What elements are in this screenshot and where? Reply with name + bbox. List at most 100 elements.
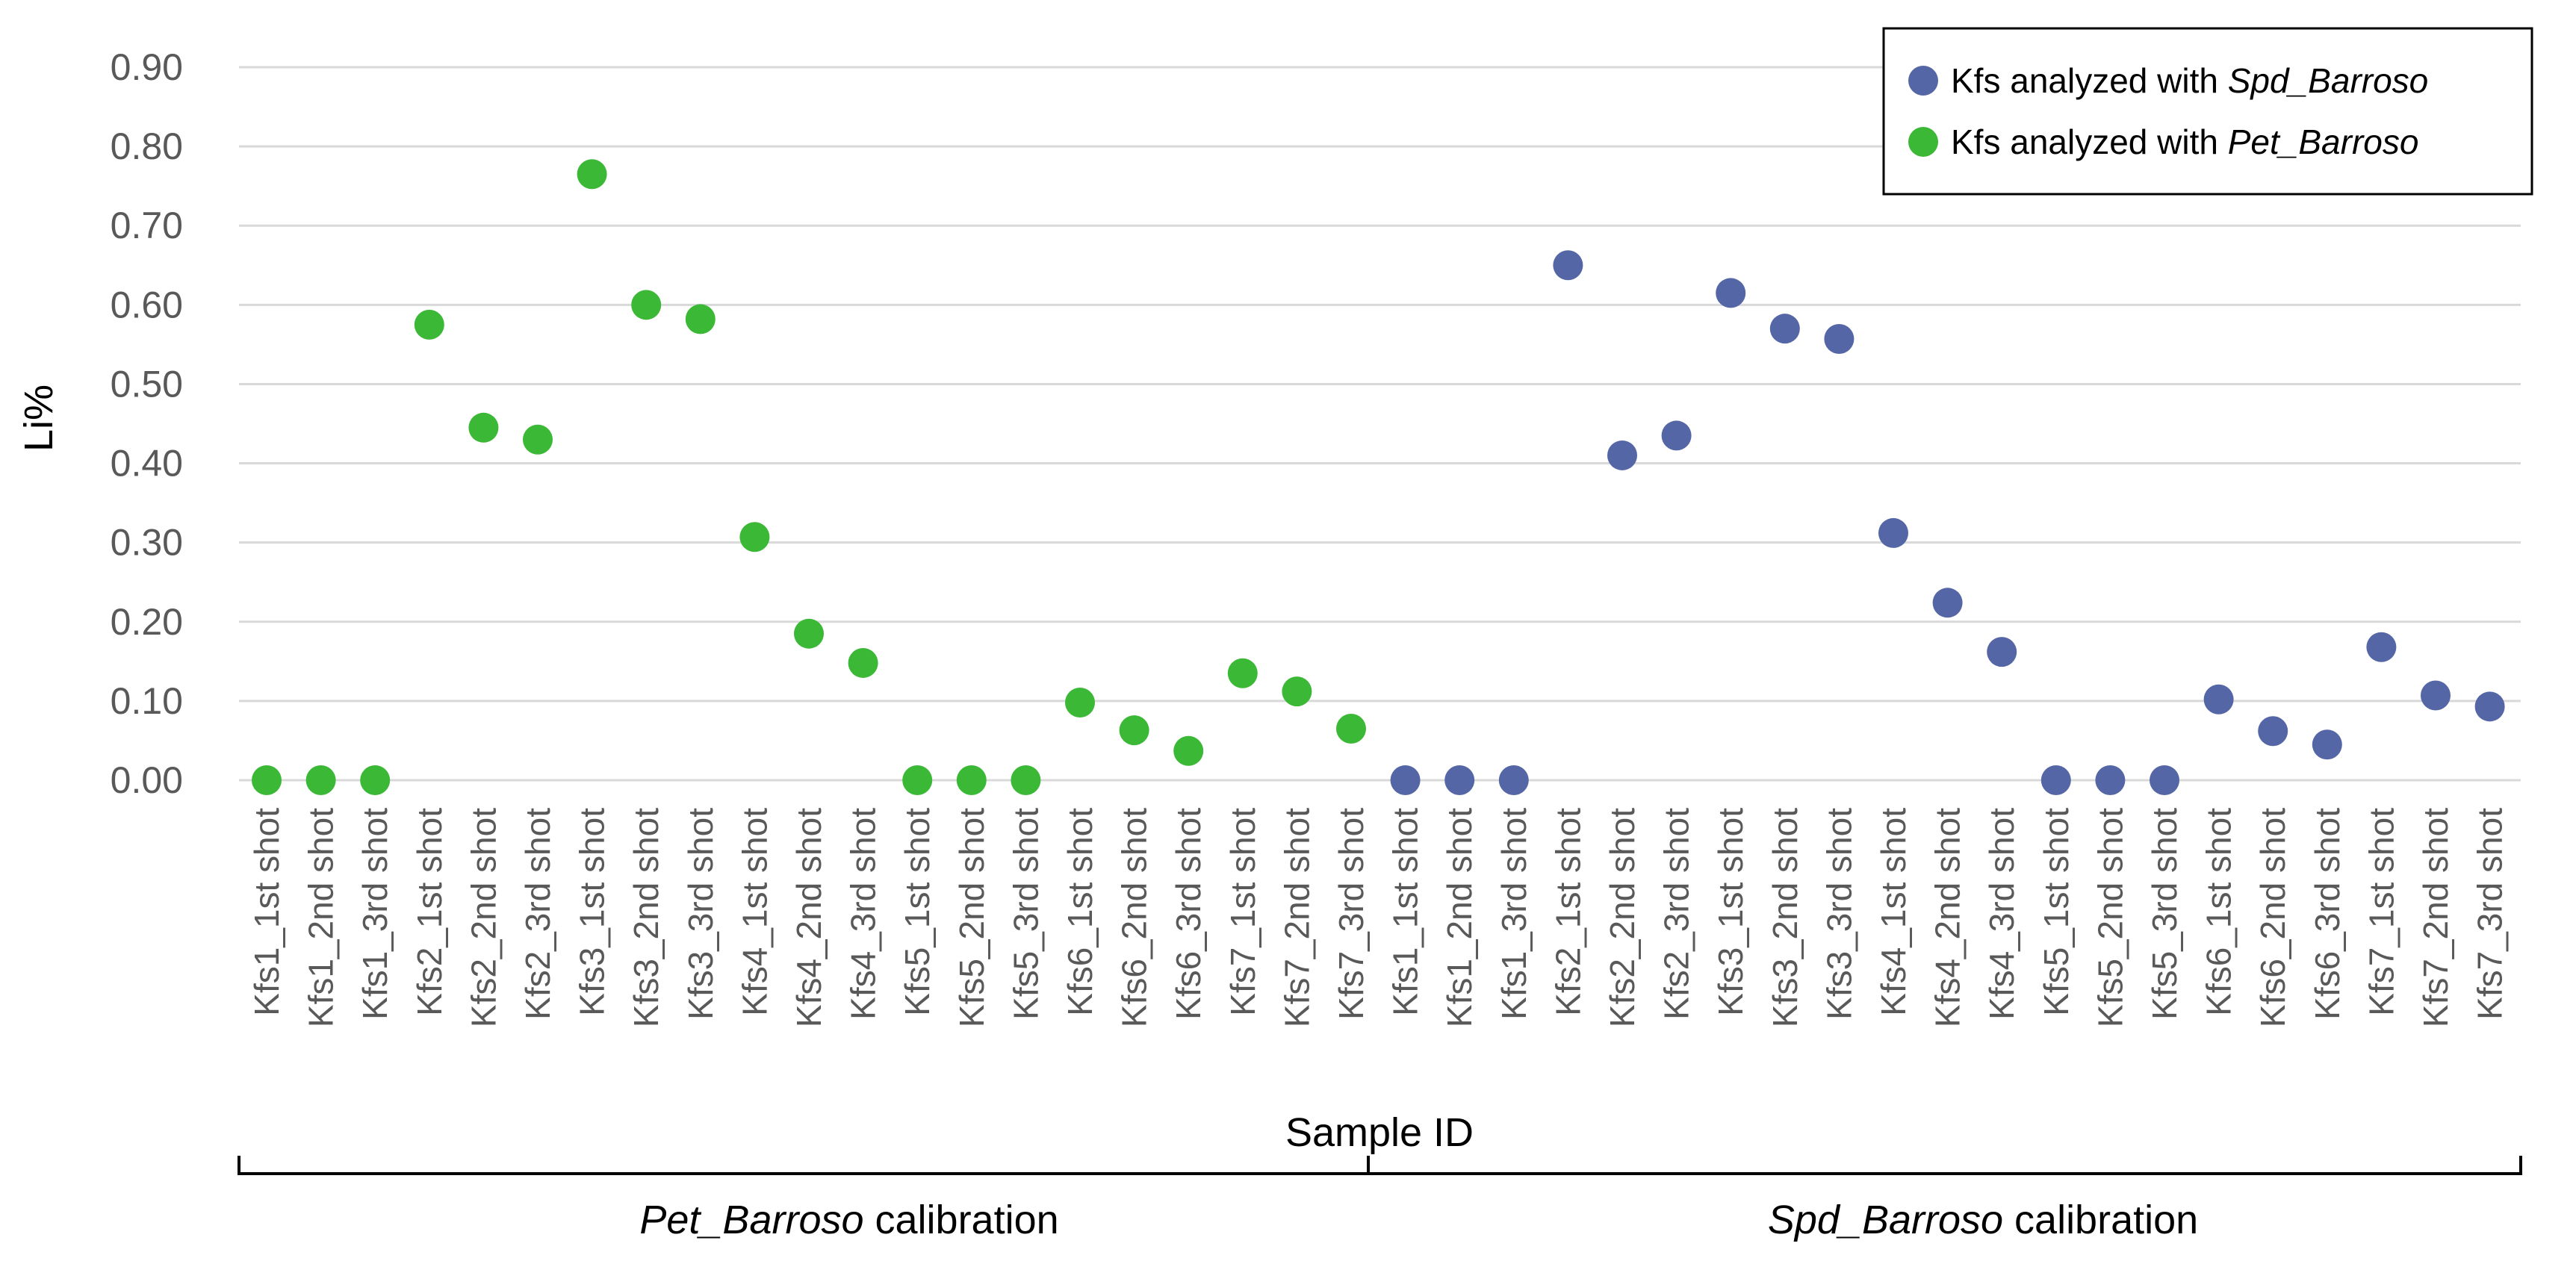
x-tick-label: Kfs7_1st shot	[1223, 808, 1262, 1016]
x-tick-label: Kfs7_3rd shot	[2471, 808, 2510, 1020]
data-point-spd	[2258, 716, 2288, 747]
data-point-spd	[1932, 588, 1963, 618]
data-point-spd	[2366, 632, 2397, 662]
x-tick-label: Kfs4_2nd shot	[789, 808, 828, 1027]
data-point-spd	[1498, 765, 1529, 795]
x-tick-label: Kfs3_2nd shot	[627, 808, 665, 1027]
data-point-spd	[2150, 765, 2179, 795]
data-point-pet	[1173, 735, 1204, 766]
data-point-pet	[1065, 688, 1095, 718]
x-tick-label: Kfs3_2nd shot	[1766, 808, 1804, 1027]
y-tick-label: 0.20	[111, 601, 183, 643]
data-point-pet	[902, 765, 933, 795]
data-point-pet	[794, 618, 824, 649]
data-point-pet	[739, 522, 770, 552]
x-tick-label: Kfs2_2nd shot	[464, 808, 503, 1027]
x-tick-label: Kfs5_1st shot	[2037, 808, 2076, 1016]
group-label-pet: Pet_Barroso calibration	[639, 1198, 1058, 1242]
y-axis-title: Li%	[16, 385, 61, 452]
data-point-spd	[1607, 440, 1637, 470]
x-tick-label: Kfs5_2nd shot	[952, 808, 991, 1027]
x-tick-label: Kfs1_1st shot	[1386, 808, 1425, 1016]
x-tick-label: Kfs1_2nd shot	[302, 808, 341, 1027]
data-point-spd	[2203, 684, 2234, 714]
data-point-spd	[1716, 278, 1746, 308]
data-point-spd	[1444, 765, 1475, 795]
y-tick-label: 0.80	[111, 125, 183, 167]
x-tick-label: Kfs5_3rd shot	[2145, 808, 2184, 1020]
x-tick-label: Kfs5_2nd shot	[2091, 808, 2129, 1027]
data-point-spd	[2312, 729, 2342, 760]
data-point-spd	[1661, 420, 1692, 451]
x-tick-label: Kfs3_1st shot	[1711, 808, 1750, 1016]
x-tick-label: Kfs1_1st shot	[247, 808, 286, 1016]
x-tick-label: Kfs3_1st shot	[573, 808, 612, 1016]
legend-marker-pet	[1908, 127, 1938, 157]
data-point-pet	[577, 159, 607, 190]
data-point-pet	[1227, 658, 1258, 688]
data-point-pet	[685, 304, 716, 334]
group-bracket-line	[238, 1156, 2522, 1175]
x-tick-label: Kfs3_3rd shot	[681, 808, 720, 1020]
y-tick-label: 0.00	[111, 759, 183, 801]
data-point-pet	[1011, 765, 1041, 795]
data-point-pet	[523, 424, 553, 455]
data-point-pet	[1119, 715, 1149, 746]
x-tick-label: Kfs7_2nd shot	[2416, 808, 2455, 1027]
x-tick-label: Kfs2_2nd shot	[1603, 808, 1642, 1027]
x-tick-label: Kfs2_1st shot	[1548, 808, 1587, 1016]
data-point-spd	[1769, 314, 1800, 344]
data-point-spd	[1987, 637, 2017, 667]
group-brackets	[238, 1156, 2522, 1175]
legend-label-pet: Kfs analyzed with Pet_Barroso	[1951, 122, 2418, 161]
y-tick-label: 0.70	[111, 205, 183, 246]
data-point-pet	[956, 765, 987, 795]
x-tick-label: Kfs2_3rd shot	[518, 808, 557, 1020]
group-label-spd: Spd_Barroso calibration	[1768, 1198, 2198, 1242]
x-tick-label: Kfs6_1st shot	[1061, 808, 1099, 1016]
data-point-spd	[1390, 765, 1421, 795]
data-point-spd	[2421, 680, 2451, 711]
legend-box	[1882, 27, 2533, 196]
legend-label-spd: Kfs analyzed with Spd_Barroso	[1951, 61, 2428, 100]
x-tick-label: Kfs3_3rd shot	[1819, 808, 1858, 1020]
x-tick-label: Kfs1_2nd shot	[1440, 808, 1479, 1027]
y-tick-label: 0.40	[111, 443, 183, 485]
legend-marker-spd	[1908, 66, 1938, 96]
data-point-pet	[468, 412, 499, 443]
x-tick-label: Kfs4_1st shot	[1874, 808, 1913, 1016]
x-tick-label: Kfs7_2nd shot	[1277, 808, 1316, 1027]
x-tick-label: Kfs7_3rd shot	[1332, 808, 1371, 1020]
x-tick-label: Kfs1_3rd shot	[356, 808, 394, 1020]
x-tick-label: Kfs4_2nd shot	[1928, 808, 1967, 1027]
x-tick-label: Kfs2_3rd shot	[1657, 808, 1696, 1020]
x-tick-label: Kfs4_1st shot	[735, 808, 774, 1016]
y-axis-ticks: 0.00 0.10 0.20 0.30 0.40 0.50 0.60 0.70 0.80 0.90	[111, 46, 183, 801]
x-tick-label: Kfs6_2nd shot	[1115, 808, 1154, 1027]
x-tick-label: Kfs1_3rd shot	[1495, 808, 1533, 1020]
y-tick-label: 0.30	[111, 522, 183, 564]
data-point-pet	[360, 765, 391, 795]
data-point-pet	[252, 765, 282, 795]
legend: Kfs analyzed with Spd_Barroso Kfs analyz…	[1882, 27, 2533, 196]
x-tick-label: Kfs6_3rd shot	[1169, 808, 1208, 1020]
y-tick-label: 0.10	[111, 680, 183, 722]
x-tick-label: Kfs2_1st shot	[410, 808, 449, 1016]
data-point-spd	[1824, 323, 1855, 354]
data-point-spd	[1553, 250, 1583, 281]
x-tick-label: Kfs6_1st shot	[2200, 808, 2238, 1016]
x-axis-ticks: Kfs1_1st shot Kfs1_2nd shot Kfs1_3rd shot K…	[247, 808, 2510, 1027]
x-tick-label: Kfs5_3rd shot	[1006, 808, 1045, 1020]
data-point-spd	[2095, 765, 2126, 795]
data-point-spd	[2474, 691, 2505, 722]
y-tick-label: 0.60	[111, 284, 183, 326]
x-axis-title: Sample ID	[1285, 1110, 1474, 1155]
x-tick-label: Kfs7_1st shot	[2362, 808, 2400, 1016]
x-tick-label: Kfs5_1st shot	[898, 808, 937, 1016]
y-tick-label: 0.90	[111, 46, 183, 88]
data-point-pet	[1282, 676, 1312, 707]
data-point-pet	[414, 309, 444, 340]
x-tick-label: Kfs4_3rd shot	[844, 808, 883, 1020]
data-point-pet	[631, 290, 662, 320]
